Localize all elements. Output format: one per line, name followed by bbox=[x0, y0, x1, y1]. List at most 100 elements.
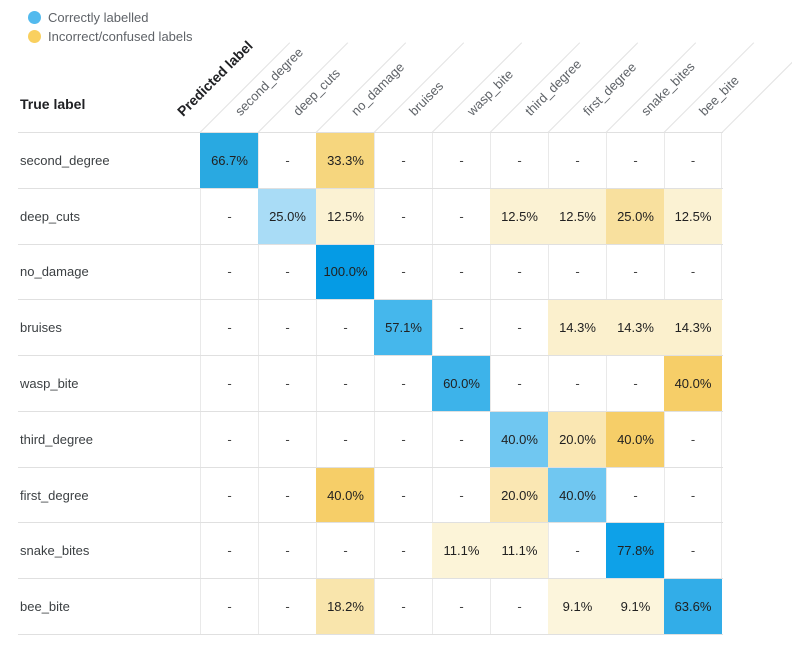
cell-snake_bites-first_degree: - bbox=[548, 523, 606, 579]
column-header-bee_bite: bee_bite bbox=[695, 72, 742, 119]
cell-snake_bites-deep_cuts: - bbox=[258, 523, 316, 579]
cell-deep_cuts-third_degree: 12.5% bbox=[490, 188, 548, 244]
row-label-wasp_bite: wasp_bite bbox=[20, 376, 79, 392]
cell-second_degree-bruises: - bbox=[374, 133, 432, 188]
cell-bee_bite-bee_bite: 63.6% bbox=[664, 579, 722, 635]
correct-color-dot-icon bbox=[28, 11, 41, 24]
cell-snake_bites-bruises: - bbox=[374, 523, 432, 579]
cell-second_degree-deep_cuts: - bbox=[258, 133, 316, 188]
cell-no_damage-bruises: - bbox=[374, 244, 432, 300]
cell-deep_cuts-bruises: - bbox=[374, 188, 432, 244]
cell-no_damage-first_degree: - bbox=[548, 244, 606, 300]
cell-bruises-second_degree: - bbox=[200, 300, 258, 356]
matrix-row-no_damage: no_damage - -100.0% - - - - - - bbox=[18, 244, 723, 301]
incorrect-color-dot-icon bbox=[28, 30, 41, 43]
column-header-bruises: bruises bbox=[405, 78, 447, 119]
row-label-second_degree: second_degree bbox=[20, 152, 110, 168]
cell-third_degree-second_degree: - bbox=[200, 411, 258, 467]
legend-label-correct: Correctly labelled bbox=[48, 10, 149, 25]
cell-bruises-bee_bite: 14.3% bbox=[664, 300, 722, 356]
cell-first_degree-third_degree: 20.0% bbox=[490, 467, 548, 523]
cell-second_degree-second_degree: 66.7% bbox=[200, 133, 258, 188]
cell-wasp_bite-no_damage: - bbox=[316, 356, 374, 411]
row-label-no_damage: no_damage bbox=[20, 264, 89, 280]
matrix-row-wasp_bite: wasp_bite - - - -60.0% - - -40.0% bbox=[18, 356, 723, 412]
cell-bruises-no_damage: - bbox=[316, 300, 374, 356]
cell-third_degree-snake_bites: 40.0% bbox=[606, 411, 664, 467]
cell-snake_bites-bee_bite: - bbox=[664, 523, 722, 579]
cell-deep_cuts-bee_bite: 12.5% bbox=[664, 188, 722, 244]
cell-deep_cuts-no_damage: 12.5% bbox=[316, 188, 374, 244]
cell-wasp_bite-snake_bites: - bbox=[606, 356, 664, 411]
cell-bee_bite-second_degree: - bbox=[200, 579, 258, 635]
cell-second_degree-first_degree: - bbox=[548, 133, 606, 188]
row-label-deep_cuts: deep_cuts bbox=[20, 208, 80, 224]
cell-bruises-third_degree: - bbox=[490, 300, 548, 356]
cell-snake_bites-no_damage: - bbox=[316, 523, 374, 579]
cell-first_degree-snake_bites: - bbox=[606, 467, 664, 523]
cell-wasp_bite-bee_bite: 40.0% bbox=[664, 356, 722, 411]
legend: Correctly labelled Incorrect/confused la… bbox=[28, 8, 193, 46]
cell-bruises-deep_cuts: - bbox=[258, 300, 316, 356]
cell-bruises-snake_bites: 14.3% bbox=[606, 300, 664, 356]
cell-bruises-bruises: 57.1% bbox=[374, 300, 432, 356]
cell-deep_cuts-wasp_bite: - bbox=[432, 188, 490, 244]
matrix-row-second_degree: second_degree 66.7% -33.3% - - - - - - bbox=[18, 133, 723, 189]
cell-first_degree-bruises: - bbox=[374, 467, 432, 523]
cell-no_damage-deep_cuts: - bbox=[258, 244, 316, 300]
column-header-snake_bites: snake_bites bbox=[637, 58, 698, 119]
cell-snake_bites-snake_bites: 77.8% bbox=[606, 523, 664, 579]
matrix-row-snake_bites: snake_bites - - - -11.1% 11.1% -77.8% - bbox=[18, 523, 723, 580]
cell-second_degree-snake_bites: - bbox=[606, 133, 664, 188]
cell-second_degree-no_damage: 33.3% bbox=[316, 133, 374, 188]
cell-first_degree-wasp_bite: - bbox=[432, 467, 490, 523]
matrix-row-first_degree: first_degree - -40.0% - -20.0% 40.0% - - bbox=[18, 467, 723, 524]
cell-wasp_bite-first_degree: - bbox=[548, 356, 606, 411]
cell-third_degree-bee_bite: - bbox=[664, 411, 722, 467]
cell-bee_bite-wasp_bite: - bbox=[432, 579, 490, 635]
cell-deep_cuts-second_degree: - bbox=[200, 188, 258, 244]
cell-second_degree-bee_bite: - bbox=[664, 133, 722, 188]
cell-no_damage-wasp_bite: - bbox=[432, 244, 490, 300]
cell-first_degree-bee_bite: - bbox=[664, 467, 722, 523]
cell-third_degree-third_degree: 40.0% bbox=[490, 411, 548, 467]
cell-third_degree-first_degree: 20.0% bbox=[548, 411, 606, 467]
legend-item-incorrect: Incorrect/confused labels bbox=[28, 27, 193, 46]
matrix-row-bee_bite: bee_bite - -18.2% - - -9.1% 9.1% 63.6% bbox=[18, 579, 723, 636]
cell-bee_bite-no_damage: 18.2% bbox=[316, 579, 374, 635]
cell-wasp_bite-deep_cuts: - bbox=[258, 356, 316, 411]
cell-deep_cuts-snake_bites: 25.0% bbox=[606, 188, 664, 244]
cell-snake_bites-wasp_bite: 11.1% bbox=[432, 523, 490, 579]
cell-no_damage-snake_bites: - bbox=[606, 244, 664, 300]
cell-snake_bites-third_degree: 11.1% bbox=[490, 523, 548, 579]
cell-third_degree-no_damage: - bbox=[316, 411, 374, 467]
true-label-axis-title: True label bbox=[20, 96, 86, 112]
cell-first_degree-second_degree: - bbox=[200, 467, 258, 523]
matrix-row-third_degree: third_degree - - - - -40.0% 20.0% 40.0% - bbox=[18, 411, 723, 468]
row-label-snake_bites: snake_bites bbox=[20, 543, 90, 559]
cell-no_damage-third_degree: - bbox=[490, 244, 548, 300]
cell-no_damage-second_degree: - bbox=[200, 244, 258, 300]
cell-bruises-first_degree: 14.3% bbox=[548, 300, 606, 356]
cell-first_degree-deep_cuts: - bbox=[258, 467, 316, 523]
column-headers: Predicted label second_degree deep_cuts no… bbox=[0, 0, 792, 133]
legend-label-incorrect: Incorrect/confused labels bbox=[48, 29, 193, 44]
legend-item-correct: Correctly labelled bbox=[28, 8, 193, 27]
cell-snake_bites-second_degree: - bbox=[200, 523, 258, 579]
cell-first_degree-first_degree: 40.0% bbox=[548, 467, 606, 523]
cell-bruises-wasp_bite: - bbox=[432, 300, 490, 356]
confusion-matrix-grid: second_degree 66.7% -33.3% - - - - - - deep_cuts -… bbox=[18, 132, 723, 636]
cell-second_degree-wasp_bite: - bbox=[432, 133, 490, 188]
row-label-bruises: bruises bbox=[20, 320, 62, 336]
cell-third_degree-deep_cuts: - bbox=[258, 411, 316, 467]
cell-third_degree-wasp_bite: - bbox=[432, 411, 490, 467]
cell-bee_bite-first_degree: 9.1% bbox=[548, 579, 606, 635]
matrix-row-bruises: bruises - - -57.1% - -14.3% 14.3% 14.3% bbox=[18, 300, 723, 357]
cell-bee_bite-deep_cuts: - bbox=[258, 579, 316, 635]
column-header-third_degree: third_degree bbox=[521, 56, 585, 119]
cell-first_degree-no_damage: 40.0% bbox=[316, 467, 374, 523]
cell-wasp_bite-second_degree: - bbox=[200, 356, 258, 411]
cell-wasp_bite-bruises: - bbox=[374, 356, 432, 411]
cell-bee_bite-snake_bites: 9.1% bbox=[606, 579, 664, 635]
